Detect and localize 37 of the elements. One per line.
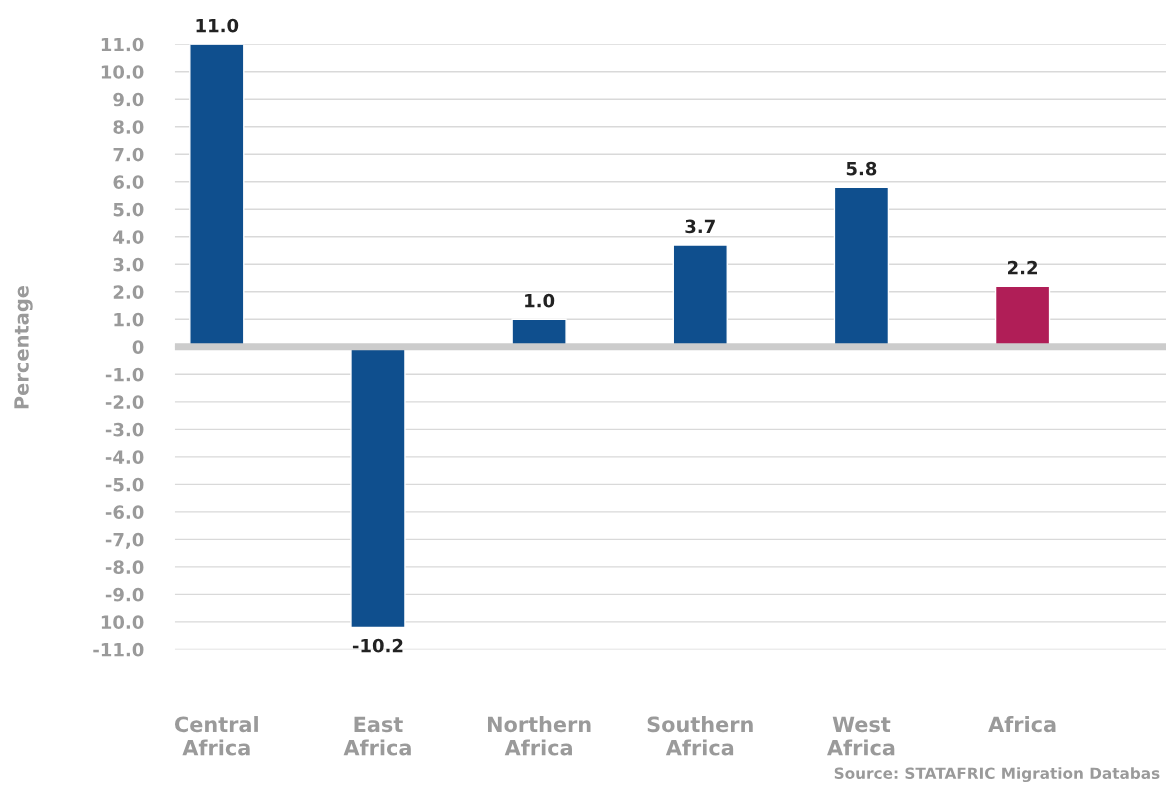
data-label: 3.7 (685, 219, 715, 234)
data-label: 2.2 (1008, 260, 1037, 275)
data-label: 5.8 (846, 161, 877, 176)
x-tick-label: East Africa (343, 716, 411, 756)
y-axis-title: Percentage (14, 285, 33, 409)
y-tick-label: 0 (132, 340, 144, 354)
y-tick-label: -4.0 (105, 450, 144, 464)
source-note: Source: STATAFRIC Migration Databas (834, 767, 1160, 783)
y-tick-label: 5.0 (113, 202, 144, 217)
y-tick-label: 4.0 (113, 230, 144, 244)
y-tick-label: 10.0 (101, 615, 144, 629)
y-tick-label: 11.0 (101, 37, 144, 52)
y-tick-label: -3.0 (105, 422, 144, 437)
y-tick-label: 10.0 (101, 65, 144, 79)
y-tick-label: 1.0 (114, 312, 144, 327)
data-label: -10.2 (352, 638, 403, 653)
y-tick-label: -6.0 (105, 505, 144, 519)
x-tick-label: Southern Africa (647, 716, 753, 756)
y-tick-label: -11.0 (93, 642, 144, 657)
x-tick-label: Northern Africa (488, 716, 591, 756)
y-tick-label: 7.0 (113, 147, 144, 162)
y-tick-label: -7,0 (105, 532, 144, 549)
y-tick-label: 2.0 (113, 285, 144, 299)
x-tick-label: West Africa (827, 716, 895, 756)
data-label: 1.0 (525, 293, 555, 308)
data-label: 11.0 (196, 18, 239, 33)
y-tick-label: -1.0 (105, 367, 144, 382)
x-tick-label: Central Africa (175, 716, 258, 756)
y-tick-label: -8.0 (105, 560, 144, 574)
y-tick-label: -5.0 (105, 477, 144, 492)
y-tick-label: 3.0 (113, 257, 144, 272)
y-tick-label: 6.0 (113, 175, 144, 189)
y-tick-label: -2.0 (105, 395, 144, 409)
y-tick-label: 8.0 (113, 120, 144, 134)
x-tick-label: Africa (988, 716, 1056, 733)
y-tick-label: 9.0 (113, 92, 144, 107)
y-tick-label: -9.0 (105, 587, 144, 602)
